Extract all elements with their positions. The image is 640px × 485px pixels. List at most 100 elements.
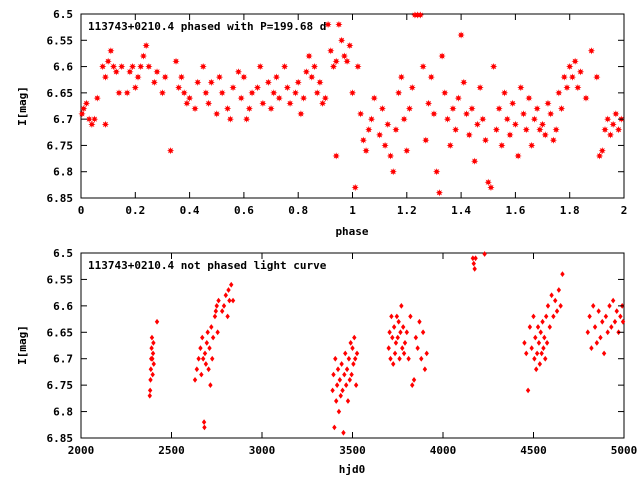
phased-data-point: [492, 126, 500, 134]
phased-y-tick-label: 6.7: [53, 113, 73, 126]
phased-data-point: [259, 99, 267, 107]
unphased-data-point: [529, 345, 534, 352]
phased-data-point: [563, 84, 571, 92]
unphased-data-point: [596, 308, 601, 315]
phased-data-point: [199, 62, 207, 71]
unphased-data-point: [196, 355, 201, 362]
phased-data-point: [126, 68, 134, 76]
unphased-data-point: [609, 324, 614, 330]
unphased-data-point: [389, 313, 394, 320]
phased-data-point: [460, 78, 468, 86]
phased-data-point: [319, 99, 327, 107]
unphased-data-point: [589, 345, 594, 352]
unphased-data-point: [215, 329, 220, 336]
phased-plot-frame: [80, 13, 625, 199]
unphased-data-point: [200, 355, 206, 362]
unphased-data-point: [545, 302, 551, 309]
unphased-data-point: [340, 387, 345, 394]
phased-y-tick-label: 6.5: [53, 8, 73, 21]
phased-data-point: [93, 94, 101, 102]
phased-x-tick-label: 2: [621, 204, 628, 217]
unphased-data-point: [618, 313, 623, 320]
phased-data-point: [384, 120, 392, 128]
unphased-data-point: [556, 287, 562, 293]
phased-data-point: [389, 168, 397, 176]
unphased-data-point: [344, 366, 350, 373]
unphased-y-tick-label: 6.85: [47, 432, 74, 445]
unphased-data-point: [394, 313, 400, 320]
unphased-y-tick-label: 6.65: [47, 326, 74, 339]
unphased-data-point: [396, 318, 401, 325]
phased-data-point: [253, 84, 262, 92]
phased-x-tick-label: 1.4: [451, 204, 471, 217]
phased-data-point: [441, 89, 449, 97]
phased-data-point: [498, 141, 506, 150]
unphased-data-point: [147, 392, 152, 399]
unphased-data-point: [348, 339, 353, 346]
phased-data-point: [101, 120, 110, 128]
unphased-data-point: [406, 355, 411, 362]
unphased-data-point: [212, 313, 218, 320]
phased-y-tick-label: 6.55: [47, 34, 74, 47]
phased-data-point: [587, 47, 596, 55]
phased-data-point: [481, 136, 490, 144]
unphased-axis-ticks: 2000 2500 3000 3500 4000 4500 5000 6.5 6.55 6.6 6.…: [47, 247, 638, 457]
unphased-data-point: [607, 302, 612, 309]
phased-data-point: [321, 94, 329, 102]
unphased-data-point: [537, 361, 543, 367]
unphased-data-point: [342, 371, 347, 378]
phased-data-point: [327, 47, 335, 55]
phased-data-point: [340, 52, 348, 60]
phased-data-point: [376, 131, 384, 139]
phased-data-point: [495, 105, 503, 113]
phased-data-point: [348, 89, 357, 97]
phased-data-point: [479, 115, 487, 123]
phased-data-point: [256, 62, 264, 71]
phased-data-point: [560, 73, 568, 81]
unphased-data-point: [560, 271, 565, 278]
unphased-x-tick-label: 3500: [339, 444, 366, 457]
unphased-data-point: [553, 297, 558, 304]
unphased-data-point: [541, 345, 546, 352]
unphased-data-point: [472, 265, 477, 272]
phased-data-point: [177, 73, 186, 81]
phased-y-tick-label: 6.65: [47, 87, 74, 100]
phased-data-point: [598, 147, 606, 155]
unphased-data-point: [417, 318, 422, 325]
phased-data-point: [191, 105, 199, 113]
unphased-data-point: [150, 350, 156, 357]
phased-data-point: [101, 73, 110, 81]
phased-data-point: [109, 62, 118, 71]
phased-data-point: [267, 105, 275, 113]
unphased-data-point: [347, 376, 352, 383]
unphased-data-point: [214, 302, 219, 309]
phased-data-point: [272, 73, 281, 81]
phased-data-point: [139, 52, 148, 60]
phased-data-point: [85, 115, 93, 123]
unphased-data-point: [349, 371, 354, 378]
unphased-data-point: [202, 350, 208, 357]
unphased-data-point: [333, 355, 338, 362]
phased-data-point: [248, 89, 256, 97]
phased-data-point: [593, 73, 601, 81]
unphased-data-point: [387, 329, 392, 336]
unphased-data-point: [558, 302, 563, 309]
phased-data-point: [297, 110, 305, 118]
phased-data-point: [153, 68, 161, 76]
phased-data-point: [115, 89, 123, 97]
unphased-data-point: [339, 361, 344, 367]
unphased-data-point: [148, 376, 153, 383]
unphased-data-point: [216, 297, 221, 304]
unphased-data-point: [194, 366, 200, 373]
unphased-data-point: [343, 382, 349, 389]
phased-data-point: [332, 57, 340, 65]
unphased-chart-title: 113743+0210.4 not phased light curve: [88, 259, 327, 272]
unphased-data-point: [539, 350, 544, 357]
phased-data-point: [519, 110, 528, 118]
unphased-data-point: [410, 382, 415, 389]
unphased-data-point: [210, 355, 215, 362]
phased-data-point: [310, 62, 319, 71]
unphased-data-point: [393, 339, 399, 346]
unphased-data-point: [192, 376, 198, 383]
unphased-data-point: [208, 382, 213, 389]
